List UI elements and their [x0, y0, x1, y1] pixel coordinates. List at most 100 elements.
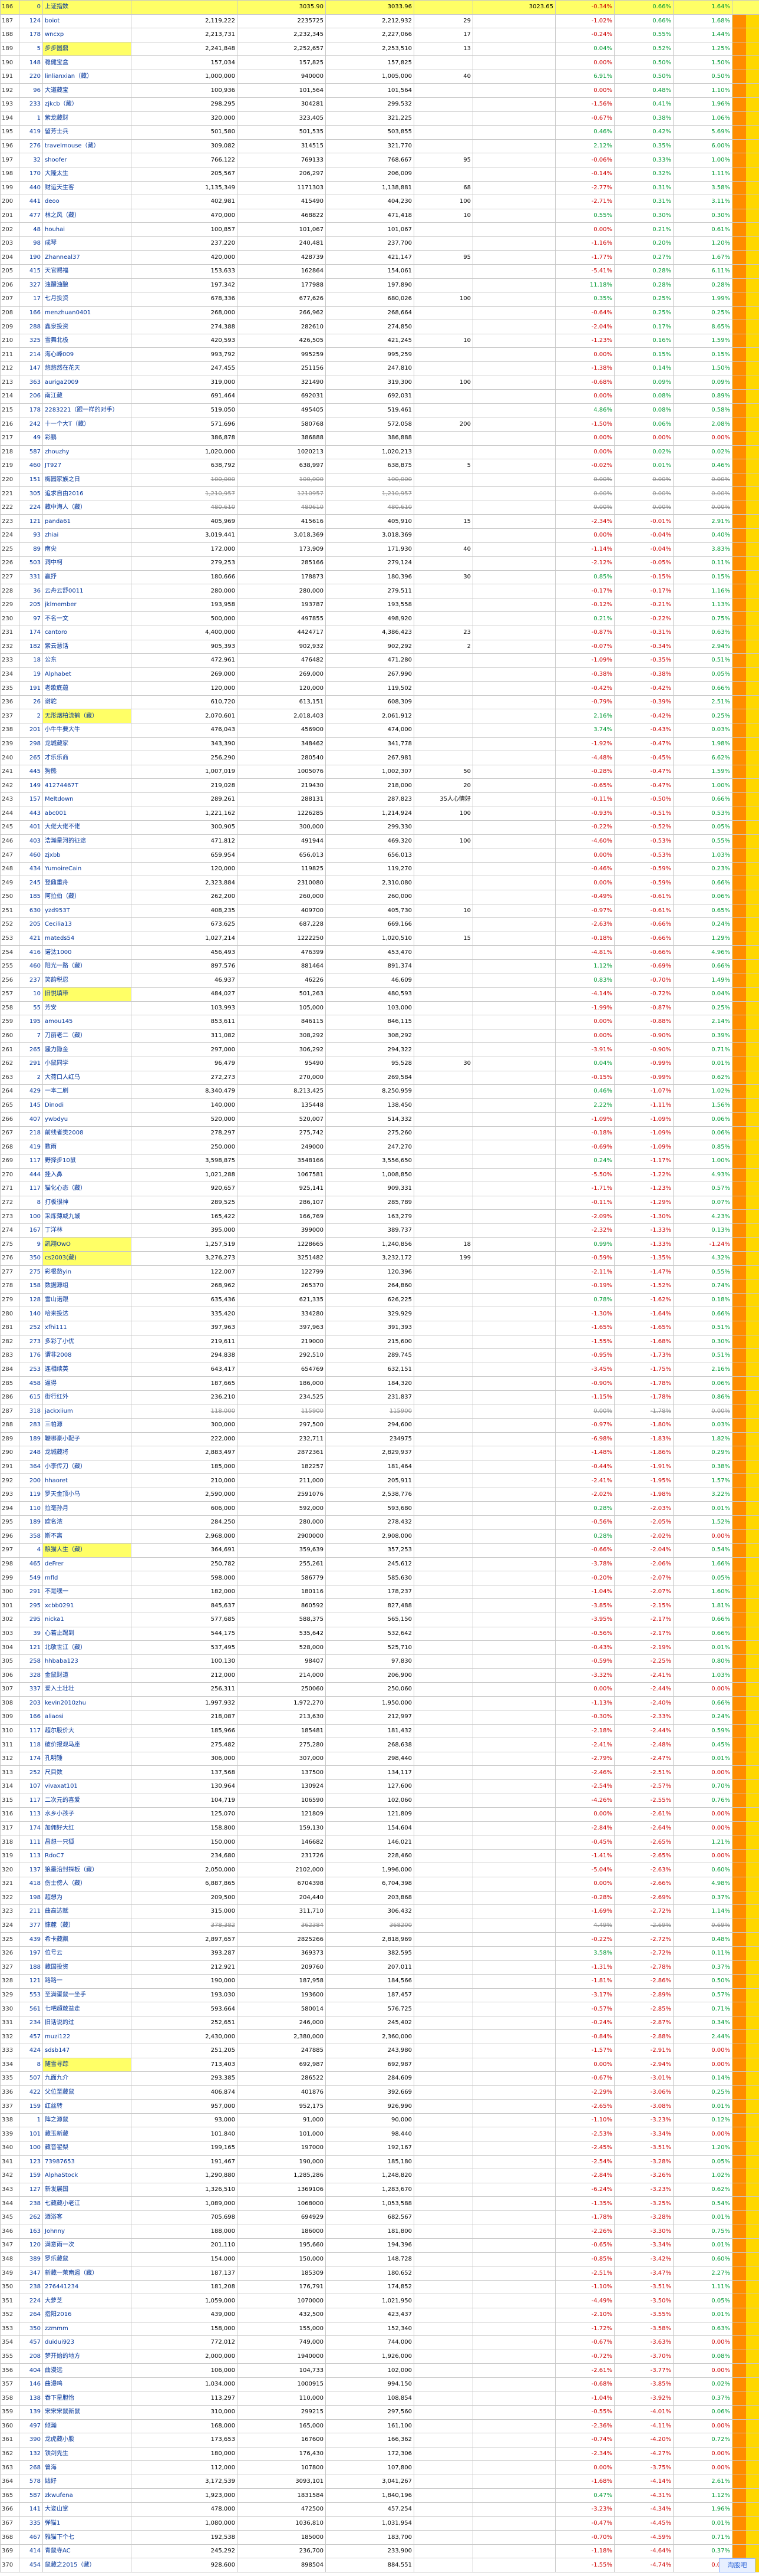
user-name-cell[interactable]: 藏音翟梨	[42, 2141, 131, 2156]
user-name-cell[interactable]: zjkcb（藏）	[42, 97, 131, 112]
user-name-cell[interactable]: cantoro	[42, 626, 131, 640]
user-name-cell[interactable]: yzd953T	[42, 903, 131, 919]
user-name-cell[interactable]: kevin2010zhu	[42, 1696, 131, 1711]
user-name-cell[interactable]: 大萝芝	[42, 2294, 131, 2308]
user-name-cell[interactable]: 吞下星胆怡	[42, 2391, 131, 2406]
user-name-cell[interactable]: 路路一	[42, 1974, 131, 1989]
user-name-cell[interactable]: zjxbb	[42, 848, 131, 863]
user-name-cell[interactable]: 赢抒	[42, 570, 131, 585]
user-name-cell[interactable]: boiot	[42, 14, 131, 29]
user-name-cell[interactable]: 丁洋林	[42, 1223, 131, 1238]
user-name-cell[interactable]: 雅猫下个七	[42, 2530, 131, 2545]
user-name-cell[interactable]: 数据源组	[42, 1279, 131, 1294]
user-name-cell[interactable]: 猫化心态（藏）	[42, 1182, 131, 1196]
user-name-cell[interactable]: 雪舞北极	[42, 333, 131, 348]
user-name-cell[interactable]: nicka1	[42, 1613, 131, 1627]
user-name-cell[interactable]: 天官赐福	[42, 264, 131, 279]
user-name-cell[interactable]: 龙虎藏小股	[42, 2433, 131, 2447]
user-name-cell[interactable]: 阵之源鼠	[42, 2113, 131, 2128]
user-name-cell[interactable]: 青鼠寺AC	[42, 2544, 131, 2559]
user-name-cell[interactable]: 满意雨一次	[42, 2238, 131, 2253]
user-name-cell[interactable]: 打板很神	[42, 1195, 131, 1210]
user-name-cell[interactable]: jackxiium	[42, 1404, 131, 1419]
user-name-cell[interactable]: 梦开始的地方	[42, 2349, 131, 2364]
user-name-cell[interactable]: linlianxian（藏）	[42, 69, 131, 84]
user-name-cell[interactable]: 鑫泉投资	[42, 320, 131, 334]
user-name-cell[interactable]: 酿猫人生（藏）	[42, 1543, 131, 1558]
user-name-cell[interactable]: 大荷口人红马	[42, 1070, 131, 1085]
user-name-cell[interactable]: 阳光一路（藏）	[42, 959, 131, 974]
user-name-cell[interactable]: 彩鹏	[42, 430, 131, 446]
user-name-cell[interactable]: 街行红外	[42, 1390, 131, 1405]
user-name-cell[interactable]: Meltdown	[42, 792, 131, 807]
user-name-cell[interactable]: JT927	[42, 459, 131, 473]
user-name-cell[interactable]: 三帕源	[42, 1417, 131, 1433]
user-name-cell[interactable]: 曲漫远	[42, 2363, 131, 2378]
user-name-cell[interactable]: 一本二刷	[42, 1084, 131, 1099]
user-name-cell[interactable]: 藏玉新藏	[42, 2127, 131, 2142]
user-name-cell[interactable]: jklmember	[42, 597, 131, 613]
user-name-cell[interactable]: 红丝转	[42, 2099, 131, 2114]
user-name-cell[interactable]: 无形烟柏流鹤（藏）	[42, 709, 131, 724]
user-name-cell[interactable]: 爱入土壮壮	[42, 1682, 131, 1697]
user-name-cell[interactable]: 大道藏宝	[42, 83, 131, 98]
user-name-cell[interactable]: 登鼎重舟	[42, 876, 131, 890]
user-name-cell[interactable]: 彩根愁yin	[42, 1265, 131, 1280]
user-name-cell[interactable]: 昌想一只狐	[42, 1835, 131, 1850]
user-name-cell[interactable]: 谓非2008	[42, 1348, 131, 1363]
user-name-cell[interactable]: 鞭哪豪小配子	[42, 1432, 131, 1447]
user-name-cell[interactable]: 步步圆鼎	[42, 41, 131, 57]
user-name-cell[interactable]: 诺汰1000	[42, 945, 131, 960]
user-name-cell[interactable]: zhiai	[42, 528, 131, 543]
user-name-cell[interactable]: 随雪寻踪	[42, 2057, 131, 2072]
user-name-cell[interactable]: Dinodi	[42, 1098, 131, 1113]
user-name-cell[interactable]: zzmmm	[42, 2321, 131, 2337]
user-name-cell[interactable]: 超尔股价大	[42, 1723, 131, 1739]
user-name-cell[interactable]: Cecilia13	[42, 917, 131, 932]
user-name-cell[interactable]: 龙城藏将	[42, 1446, 131, 1460]
user-name-cell[interactable]: 哈来投达	[42, 1307, 131, 1321]
user-name-cell[interactable]: 大姿山掌	[42, 2502, 131, 2517]
user-name-cell[interactable]: 大佬大佬不佬	[42, 820, 131, 835]
user-name-cell[interactable]: 藏国投资	[42, 1960, 131, 1975]
user-name-cell[interactable]: AlphaStock	[42, 2169, 131, 2183]
user-name-cell[interactable]: aliaosi	[42, 1710, 131, 1725]
user-name-cell[interactable]: 旧话说的过	[42, 2015, 131, 2031]
user-name-cell[interactable]: 浊醒浊酿	[42, 278, 131, 293]
user-name-cell[interactable]: auriga2009	[42, 375, 131, 390]
user-name-cell[interactable]: Zhanneal37	[42, 250, 131, 265]
user-name-cell[interactable]: 梅园家族之日	[42, 472, 131, 488]
user-name-cell[interactable]: 海心峰009	[42, 347, 131, 363]
user-name-cell[interactable]: 希卡藏飘	[42, 1932, 131, 1947]
user-name-cell[interactable]: 谢驼	[42, 695, 131, 710]
user-name-cell[interactable]: zkwufena	[42, 2488, 131, 2503]
user-name-cell[interactable]: 藏中海人（藏）	[42, 500, 131, 515]
user-name-cell[interactable]: vivaxat101	[42, 1779, 131, 1794]
user-name-cell[interactable]: 林之风（藏）	[42, 208, 131, 223]
user-name-cell[interactable]: deFrer	[42, 1557, 131, 1572]
user-name-cell[interactable]: 北敬世江（藏）	[42, 1640, 131, 1655]
user-name-cell[interactable]: 73987653	[42, 2154, 131, 2170]
user-name-cell[interactable]: 不名一文	[42, 611, 131, 627]
user-name-cell[interactable]: 老歌底蕴	[42, 681, 131, 696]
user-name-cell[interactable]: 七月投资	[42, 292, 131, 307]
user-name-cell[interactable]: 小牛牛要大牛	[42, 723, 131, 738]
user-name-cell[interactable]: mateds54	[42, 931, 131, 946]
user-name-cell[interactable]: 至满蛋鼠一坐手	[42, 1988, 131, 2003]
user-name-cell[interactable]: 孔明锤	[42, 1751, 131, 1766]
user-name-cell[interactable]: sdsb147	[42, 2043, 131, 2058]
user-name-cell[interactable]: 慷麓（藏）	[42, 1918, 131, 1933]
user-name-cell[interactable]: ywbdyu	[42, 1112, 131, 1127]
user-name-cell[interactable]: 上证指数	[42, 0, 131, 15]
user-name-cell[interactable]: 2283221（跟一样的对手）	[42, 403, 131, 418]
user-name-cell[interactable]: 芳安	[42, 1001, 131, 1016]
user-name-cell[interactable]: 鼠藏之2015（藏）	[42, 2558, 131, 2572]
user-name-cell[interactable]: panda61	[42, 514, 131, 529]
user-name-cell[interactable]: 浩瀚星河的征途	[42, 834, 131, 849]
user-name-cell[interactable]: 南尖	[42, 542, 131, 557]
user-name-cell[interactable]: 小鼠同学	[42, 1056, 131, 1071]
user-name-cell[interactable]: zhouzhy	[42, 445, 131, 460]
user-name-cell[interactable]: cs2003(藏)	[42, 1251, 131, 1266]
user-name-cell[interactable]: xcbb0291	[42, 1598, 131, 1614]
user-name-cell[interactable]: 宋宋宋鼠新鼠	[42, 2405, 131, 2420]
